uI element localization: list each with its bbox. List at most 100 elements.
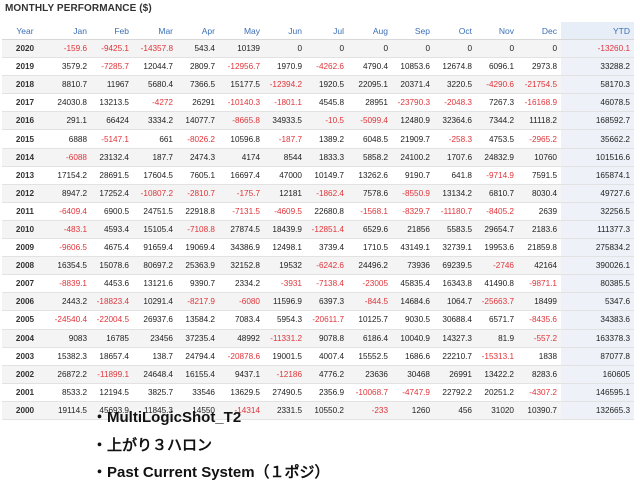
month-value-cell: 26291 (177, 93, 219, 113)
month-value-cell: 91659.4 (133, 238, 177, 258)
table-row: 2016 291.1 66424 3334.2 14077.7 -8665.8 34933.… (2, 111, 634, 131)
month-value-cell: 138.7 (133, 347, 177, 366)
year-cell: 2017 (2, 93, 48, 113)
month-value-cell: 29654.7 (476, 220, 518, 240)
month-value-cell: 1260 (392, 401, 434, 420)
month-value-cell: 69239.5 (434, 256, 476, 276)
column-header: Nov (476, 22, 518, 40)
ytd-cell: 160605 (561, 365, 634, 384)
month-value-cell: 13121.6 (133, 274, 177, 294)
month-value-cell: 7344.2 (476, 111, 518, 131)
month-value-cell: 47000 (264, 166, 306, 185)
ytd-cell: 58170.3 (561, 75, 634, 95)
ytd-cell: 80385.5 (561, 274, 634, 294)
month-value-cell: -258.3 (434, 129, 476, 149)
year-cell: 2009 (2, 238, 48, 258)
month-value-cell: 24751.5 (133, 202, 177, 221)
table-row: 2019 3579.2 -7285.7 12044.7 2809.7 -12956.7 19… (2, 57, 634, 77)
month-value-cell: 9078.8 (306, 329, 348, 348)
month-value-cell: 291.1 (48, 111, 91, 131)
ytd-cell: -13260.1 (561, 39, 634, 59)
month-value-cell: 1710.5 (348, 238, 392, 258)
month-value-cell: -557.2 (518, 329, 561, 348)
year-cell: 2000 (2, 401, 48, 420)
month-value-cell: 12194.5 (91, 383, 133, 402)
month-value-cell: 4545.8 (306, 93, 348, 113)
month-value-cell: 24648.4 (133, 365, 177, 384)
month-value-cell: 33546 (177, 383, 219, 402)
month-value-cell: 3220.5 (434, 75, 476, 95)
month-value-cell: 26991 (434, 365, 476, 384)
month-value-cell: 12044.7 (133, 57, 177, 77)
year-cell: 2014 (2, 148, 48, 167)
month-value-cell: 27874.5 (219, 220, 264, 240)
column-header: Jan (48, 22, 91, 40)
month-value-cell: 7578.6 (348, 184, 392, 203)
table-row: 2010 -483.1 4593.4 15105.4 -7108.8 27874.5 184… (2, 220, 634, 240)
month-value-cell: -11331.2 (264, 329, 306, 348)
month-value-cell: -3931 (264, 274, 306, 294)
ytd-cell: 275834.2 (561, 238, 634, 258)
month-value-cell: -4609.5 (264, 202, 306, 221)
month-value-cell: 20251.2 (476, 383, 518, 402)
month-value-cell: 4790.4 (348, 57, 392, 77)
year-cell: 2004 (2, 329, 48, 348)
table-row: 2002 26872.2 -11899.1 24648.4 16155.4 9437.1-… (2, 365, 634, 384)
month-value-cell: 10291.4 (133, 292, 177, 312)
month-value-cell: 8544 (264, 148, 306, 167)
month-value-cell: 12674.8 (434, 57, 476, 77)
month-value-cell: 4675.4 (91, 238, 133, 258)
table-row: 2009 -9606.5 4675.4 91659.4 19069.4 34386.9 12… (2, 238, 634, 258)
month-value-cell: 16785 (91, 329, 133, 348)
month-value-cell: -10068.7 (348, 383, 392, 402)
ytd-cell: 34383.6 (561, 310, 634, 330)
month-value-cell: -2810.7 (177, 184, 219, 203)
month-value-cell: -8665.8 (219, 111, 264, 131)
month-value-cell: 32364.6 (434, 111, 476, 131)
month-value-cell: -5147.1 (91, 129, 133, 149)
month-value-cell: 48992 (219, 329, 264, 348)
month-value-cell: 187.7 (133, 148, 177, 167)
month-value-cell: 15382.3 (48, 347, 91, 366)
month-value-cell: 66424 (91, 111, 133, 131)
column-header: Jul (306, 22, 348, 40)
month-value-cell: -22004.5 (91, 310, 133, 330)
month-value-cell: 7366.5 (177, 75, 219, 95)
month-value-cell: -175.7 (219, 184, 264, 203)
month-value-cell: 2334.2 (219, 274, 264, 294)
month-value-cell: 7591.5 (518, 166, 561, 185)
year-cell: 2005 (2, 310, 48, 330)
month-value-cell: 9190.7 (392, 166, 434, 185)
month-value-cell: 24832.9 (476, 148, 518, 167)
month-value-cell: 2443.2 (48, 292, 91, 312)
month-value-cell: -8405.2 (476, 202, 518, 221)
month-value-cell: 10596.8 (219, 129, 264, 149)
year-cell: 2012 (2, 184, 48, 203)
month-value-cell: 3825.7 (133, 383, 177, 402)
month-value-cell: 13134.2 (434, 184, 476, 203)
month-value-cell: 19069.4 (177, 238, 219, 258)
month-value-cell: 23456 (133, 329, 177, 348)
month-value-cell: 1686.6 (392, 347, 434, 366)
month-value-cell: 2973.8 (518, 57, 561, 77)
column-header: Sep (392, 22, 434, 40)
month-value-cell: 34933.5 (264, 111, 306, 131)
table-header-row: Year Jan Feb Mar Apr May Jun Jul Aug Sep Oct Nov Dec… (2, 22, 634, 40)
table-row: 2014 -6088 23132.4 187.7 2474.3 4174 8544 1833.… (2, 148, 634, 167)
month-value-cell: 6397.3 (306, 292, 348, 312)
month-value-cell: 16343.8 (434, 274, 476, 294)
month-value-cell: 8947.2 (48, 184, 91, 203)
month-value-cell: -14357.8 (133, 39, 177, 59)
month-value-cell: 11967 (91, 75, 133, 95)
month-value-cell: 8283.6 (518, 365, 561, 384)
month-value-cell: 15552.5 (348, 347, 392, 366)
table-row: 2013 17154.2 28691.5 17604.5 7605.1 16697.4 47… (2, 166, 634, 185)
month-value-cell: 641.8 (434, 166, 476, 185)
month-value-cell: -20611.7 (306, 310, 348, 330)
column-header: Feb (91, 22, 133, 40)
month-value-cell: 19532 (264, 256, 306, 276)
ytd-cell: 32256.5 (561, 202, 634, 221)
ytd-cell: 46078.5 (561, 93, 634, 113)
table-row: 2004 9083 16785 23456 37235.4 48992 -11331.2 90… (2, 329, 634, 348)
month-value-cell: 0 (348, 39, 392, 59)
